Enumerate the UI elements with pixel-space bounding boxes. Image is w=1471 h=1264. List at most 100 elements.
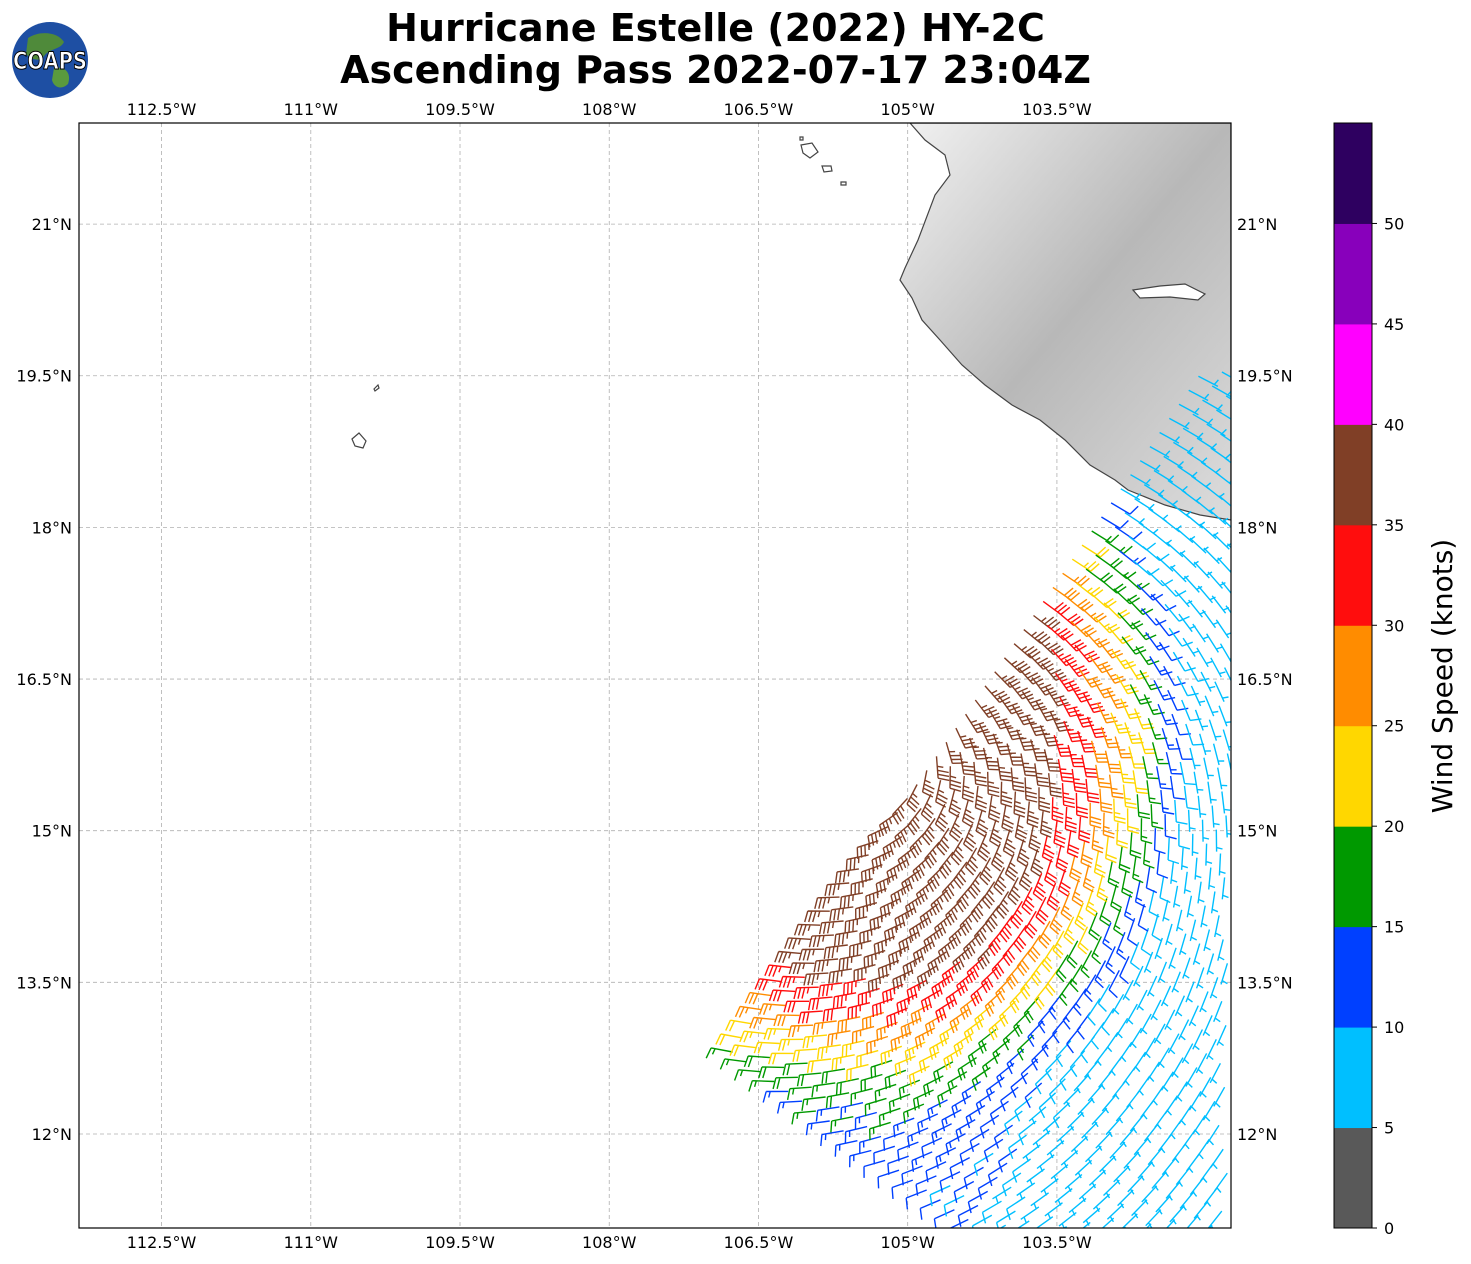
wind-barb <box>1197 585 1216 604</box>
wind-barb <box>1102 812 1115 839</box>
wind-barb <box>1222 519 1231 529</box>
wind-barb <box>748 1080 775 1092</box>
tick-label: 111°W <box>284 100 339 119</box>
wind-barb <box>906 979 928 1002</box>
wind-barb <box>1175 737 1194 760</box>
wind-barb <box>1214 681 1229 702</box>
chart-title-line2: Ascending Pass 2022-07-17 23:04Z <box>340 48 1091 92</box>
wind-barb <box>782 1062 808 1076</box>
tick-label: 21°N <box>32 215 72 234</box>
wind-barb <box>1104 1031 1119 1053</box>
wind-barb <box>1060 634 1087 652</box>
wind-barb <box>1143 1037 1156 1059</box>
wind-barb <box>1086 716 1107 739</box>
wind-barb <box>995 976 1012 1004</box>
wind-barb <box>1194 709 1209 731</box>
wind-barb <box>1062 572 1090 587</box>
wind-barb <box>1139 1013 1152 1035</box>
colorbar-segment <box>1334 524 1372 626</box>
wind-barb <box>804 910 830 923</box>
colorbar-segment <box>1334 323 1372 425</box>
wind-barb <box>1185 981 1195 1003</box>
wind-barb <box>1168 947 1177 969</box>
wind-barb <box>1143 842 1155 869</box>
wind-barb <box>905 1189 927 1210</box>
wind-barb <box>1167 837 1180 865</box>
wind-barb <box>949 766 962 792</box>
wind-barb <box>776 1100 803 1114</box>
wind-barb <box>1194 857 1202 880</box>
wind-barb <box>948 789 962 818</box>
wind-barb <box>1050 648 1077 667</box>
wind-barb <box>1183 785 1199 811</box>
wind-barb <box>812 1020 837 1035</box>
wind-barb <box>1101 1217 1115 1228</box>
tick-label: 18°N <box>32 518 72 537</box>
wind-barb <box>937 937 957 963</box>
wind-barb <box>1123 1151 1140 1171</box>
wind-barb <box>890 1031 912 1052</box>
wind-barb <box>1041 1030 1058 1058</box>
tick-label: 16.5°N <box>1237 670 1293 689</box>
wind-barb <box>1039 811 1053 838</box>
wind-barb <box>1091 530 1120 544</box>
wind-barb <box>1111 993 1125 1015</box>
wind-barb <box>1041 662 1067 681</box>
wind-barb <box>1122 979 1134 1001</box>
wind-barb <box>1010 900 1024 929</box>
wind-barb <box>901 869 921 894</box>
wind-barb <box>734 1005 762 1018</box>
wind-barb <box>1016 1034 1034 1061</box>
wind-barb <box>1110 884 1123 913</box>
lat-ticks-right: 21°N 19.5°N 18°N 16.5°N 15°N 13.5°N 12°N <box>1237 215 1293 1144</box>
wind-barb <box>923 927 943 952</box>
tick-label: 112.5°W <box>127 1233 197 1252</box>
wind-barb <box>1028 1106 1047 1125</box>
colorbar-segment <box>1334 1027 1372 1129</box>
wind-barb <box>1169 775 1186 800</box>
wind-barb <box>1165 751 1183 775</box>
wind-barb <box>1192 943 1201 965</box>
wind-barb <box>1018 863 1032 892</box>
wind-barb <box>952 947 971 973</box>
wind-barb <box>1129 832 1142 859</box>
wind-barb <box>1069 1050 1086 1078</box>
wind-barb <box>1064 1173 1083 1193</box>
wind-barb <box>832 992 857 1009</box>
wind-barb <box>1130 474 1151 487</box>
wind-barb <box>1212 743 1225 766</box>
wind-barb <box>1139 460 1161 473</box>
wind-barb <box>904 1041 926 1063</box>
wind-barb <box>1199 991 1209 1013</box>
wind-barb <box>1186 451 1208 465</box>
wind-barb <box>1128 746 1146 769</box>
wind-barb <box>935 780 948 808</box>
wind-barb <box>1053 734 1073 757</box>
plot-area <box>78 122 1232 1229</box>
wind-barb <box>1048 1078 1066 1105</box>
wind-barb <box>1023 629 1051 644</box>
wind-barb <box>1210 657 1226 678</box>
wind-barb <box>945 899 962 926</box>
wind-barb <box>921 1137 943 1159</box>
wind-barb <box>1172 885 1181 908</box>
wind-barb <box>1217 939 1225 961</box>
wind-barb <box>1208 719 1222 741</box>
wind-barb <box>1073 988 1087 1016</box>
wind-barb <box>1164 1009 1176 1031</box>
wind-barb <box>1145 1209 1162 1228</box>
logo-text: COAPS <box>13 47 87 75</box>
wind-barb <box>1141 1185 1158 1205</box>
wind-barb <box>1027 653 1054 670</box>
wind-barb <box>1082 692 1105 714</box>
wind-barb <box>801 1096 826 1111</box>
wind-barb <box>1122 784 1137 809</box>
wind-barb <box>802 1034 828 1049</box>
wind-barb <box>907 1127 929 1148</box>
wind-barb <box>1155 1195 1172 1215</box>
wind-barb <box>963 1019 983 1044</box>
wind-barb <box>962 823 977 852</box>
wind-barb <box>1103 1179 1120 1199</box>
wind-barb <box>1091 936 1102 965</box>
wind-barb <box>1002 829 1016 858</box>
